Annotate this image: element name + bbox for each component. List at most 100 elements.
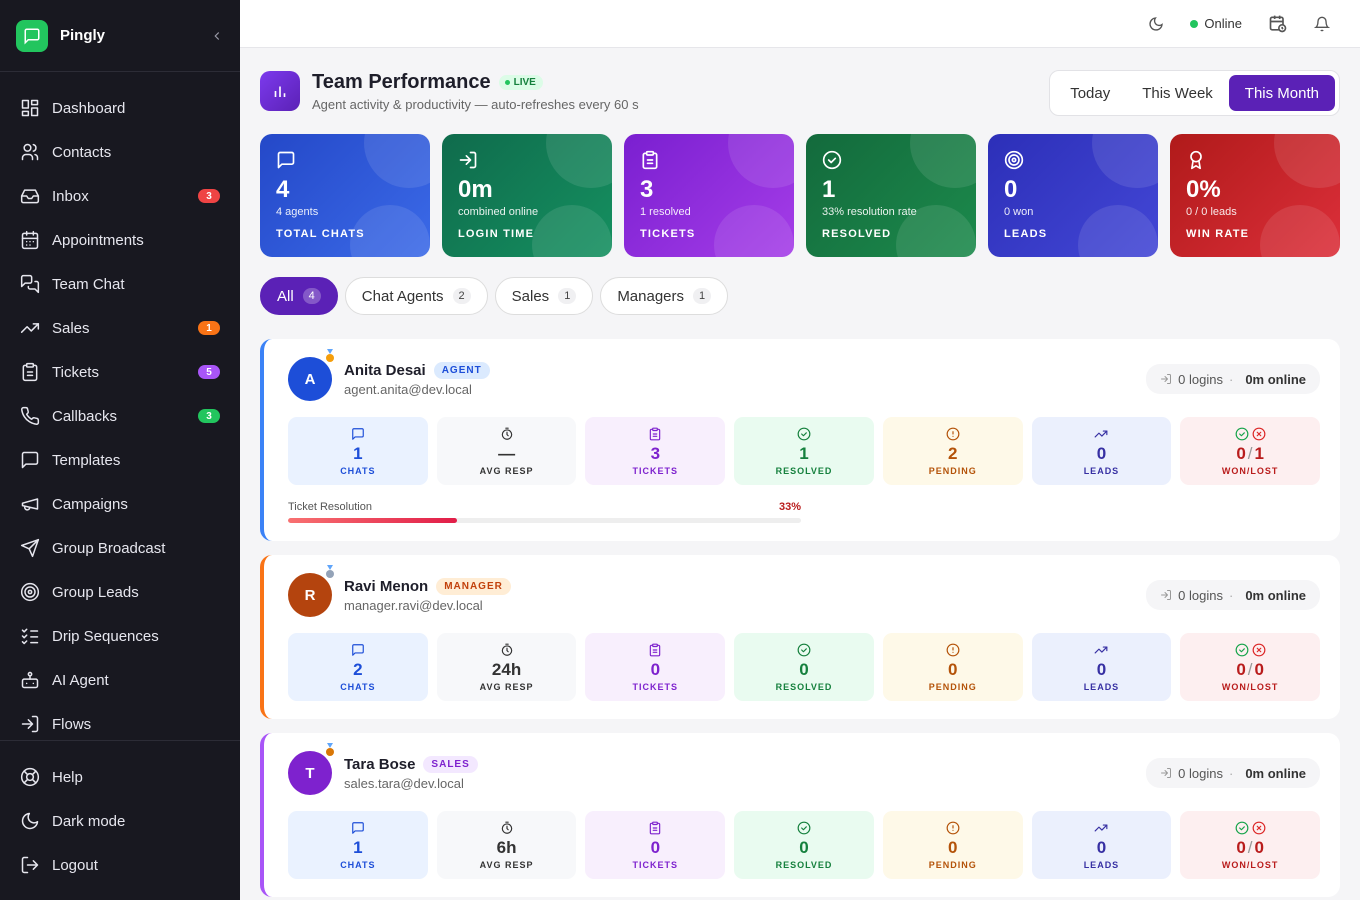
sidebar-item-sales[interactable]: Sales 1 bbox=[0, 306, 240, 350]
sidebar-item-flows[interactable]: Flows bbox=[0, 702, 240, 746]
metric-value: 0 bbox=[948, 837, 958, 857]
filter-count: 2 bbox=[452, 288, 471, 304]
sidebar-item-label: Sales bbox=[52, 319, 90, 337]
live-dot bbox=[504, 79, 510, 85]
agent-email: agent.anita@dev.local bbox=[344, 381, 472, 397]
calendar-clock-icon[interactable] bbox=[1268, 14, 1288, 34]
sidebar-item-inbox[interactable]: Inbox 3 bbox=[0, 174, 240, 218]
sidebar-item-group-broadcast[interactable]: Group Broadcast bbox=[0, 526, 240, 570]
stat-card-win-rate: 0% 0 / 0 leads WIN RATE bbox=[1170, 134, 1340, 257]
lost-count: 1 bbox=[1254, 443, 1264, 463]
sidebar-item-group-leads[interactable]: Group Leads bbox=[0, 570, 240, 614]
resolution-row: Ticket Resolution 33% bbox=[288, 501, 801, 513]
logout-icon bbox=[20, 855, 40, 875]
metric-value: 0 bbox=[799, 659, 809, 679]
stat-value: 0% bbox=[1186, 176, 1221, 203]
filter-label: All bbox=[277, 287, 294, 305]
range-today-button[interactable]: Today bbox=[1070, 84, 1111, 102]
metric-icon-row bbox=[946, 427, 960, 441]
filter-chat-agents-tab[interactable]: Chat Agents 2 bbox=[344, 277, 488, 315]
sidebar-item-label: Inbox bbox=[52, 187, 89, 205]
date-range-toggle: Today This Week This Month bbox=[1049, 70, 1340, 116]
range-this-month-button[interactable]: This Month bbox=[1228, 75, 1335, 111]
sidebar-item-label: Team Chat bbox=[52, 275, 125, 293]
metric-value-row: 0 bbox=[799, 660, 808, 680]
metric-icon-row bbox=[351, 427, 365, 441]
chat-icon bbox=[351, 821, 365, 835]
agent-header: T Tara Bose SALES sales.tara@dev.local 0 log… bbox=[288, 743, 1320, 795]
page-heading: Team Performance LIVE Agent activity & p… bbox=[312, 71, 1049, 112]
agent-metrics: 1 CHATS — AVG RESP 3 TICKETS 1 RESOLVED 2 PENDING… bbox=[288, 417, 1321, 485]
won-lost-separator: / bbox=[1247, 837, 1253, 857]
metric-label: LEADS bbox=[1083, 681, 1120, 692]
resolution-percent: 33% bbox=[778, 501, 801, 513]
sidebar-item-contacts[interactable]: Contacts bbox=[0, 130, 240, 174]
won-count: 0 bbox=[1236, 443, 1246, 463]
sidebar-item-tickets[interactable]: Tickets 5 bbox=[0, 350, 240, 394]
sidebar-item-templates[interactable]: Templates bbox=[0, 438, 240, 482]
online-time: 0m online bbox=[1245, 765, 1306, 781]
sidebar-item-team-chat[interactable]: Team Chat bbox=[0, 262, 240, 306]
online-time: 0m online bbox=[1245, 587, 1306, 603]
sidebar-item-label: Campaigns bbox=[52, 495, 128, 513]
agent-name: Anita Desai bbox=[344, 361, 426, 379]
stat-subtext: 4 agents bbox=[276, 206, 319, 218]
metric-icon-row bbox=[1235, 427, 1266, 441]
session-pill: 0 logins · 0m online bbox=[1146, 758, 1320, 788]
metric-value: 1 bbox=[799, 443, 809, 463]
message-square-icon bbox=[20, 450, 40, 470]
sidebar-item-dark-mode[interactable]: Dark mode bbox=[0, 799, 240, 843]
metric-icon-row bbox=[797, 821, 811, 835]
collapse-sidebar-icon[interactable] bbox=[210, 29, 224, 43]
agent-list: A Anita Desai AGENT agent.anita@dev.local 0 … bbox=[260, 339, 1340, 897]
sidebar-item-logout[interactable]: Logout bbox=[0, 843, 240, 887]
online-time: 0m online bbox=[1245, 371, 1306, 387]
sidebar-item-appointments[interactable]: Appointments bbox=[0, 218, 240, 262]
metric-label: PENDING bbox=[928, 681, 977, 692]
sidebar-bottom-nav: Help Dark mode Logout bbox=[0, 740, 240, 887]
target-icon bbox=[20, 582, 40, 602]
sidebar-item-help[interactable]: Help bbox=[0, 755, 240, 799]
sidebar-item-callbacks[interactable]: Callbacks 3 bbox=[0, 394, 240, 438]
metric-value-row: 1 bbox=[353, 444, 362, 464]
filter-sales-tab[interactable]: Sales 1 bbox=[494, 277, 594, 315]
metric-value-row: 24h bbox=[492, 660, 521, 680]
filter-all-tab[interactable]: All 4 bbox=[260, 277, 338, 315]
alert-circle-icon bbox=[946, 821, 960, 835]
main-content: Team Performance LIVE Agent activity & p… bbox=[240, 48, 1360, 900]
metric-value: 0 bbox=[1096, 443, 1107, 463]
theme-toggle-icon[interactable] bbox=[1148, 16, 1164, 32]
metric-icon-row bbox=[1094, 821, 1108, 835]
separator: · bbox=[1228, 587, 1234, 603]
agent-card[interactable]: A Anita Desai AGENT agent.anita@dev.local 0 … bbox=[260, 339, 1340, 541]
medal-icon bbox=[324, 743, 336, 757]
sidebar-item-campaigns[interactable]: Campaigns bbox=[0, 482, 240, 526]
metric-label: WON/LOST bbox=[1221, 465, 1279, 476]
agent-card[interactable]: R Ravi Menon MANAGER manager.ravi@dev.local… bbox=[260, 555, 1340, 719]
metric-value-row: 2 bbox=[948, 444, 957, 464]
filter-managers-tab[interactable]: Managers 1 bbox=[600, 277, 729, 315]
session-pill: 0 logins · 0m online bbox=[1146, 364, 1320, 394]
avatar-initial: R bbox=[304, 586, 316, 604]
metric-value-row: 0 bbox=[1097, 444, 1106, 464]
sidebar-item-drip-sequences[interactable]: Drip Sequences bbox=[0, 614, 240, 658]
metric-value-row: 0/1 bbox=[1236, 444, 1264, 464]
avatar-initial: A bbox=[304, 370, 316, 388]
flow-icon bbox=[20, 714, 40, 734]
range-this-week-button[interactable]: This Week bbox=[1142, 84, 1213, 102]
clipboard-icon bbox=[20, 362, 40, 382]
agent-card[interactable]: T Tara Bose SALES sales.tara@dev.local 0 log… bbox=[260, 733, 1340, 897]
stat-card-resolved: 1 33% resolution rate RESOLVED bbox=[806, 134, 976, 257]
metric-icon-row bbox=[797, 643, 811, 657]
online-status[interactable]: Online bbox=[1190, 16, 1242, 31]
metric-value: 1 bbox=[353, 837, 363, 857]
metric-label: PENDING bbox=[928, 465, 977, 476]
metric-label: TICKETS bbox=[632, 465, 679, 476]
sidebar-item-dashboard[interactable]: Dashboard bbox=[0, 86, 240, 130]
sidebar-item-ai-agent[interactable]: AI Agent bbox=[0, 658, 240, 702]
agent-name: Ravi Menon bbox=[344, 577, 429, 595]
bell-icon[interactable] bbox=[1314, 16, 1330, 32]
stat-value: 0m bbox=[458, 176, 493, 203]
page-title: Team Performance bbox=[312, 70, 491, 93]
metric-value-row: 0 bbox=[651, 838, 660, 858]
